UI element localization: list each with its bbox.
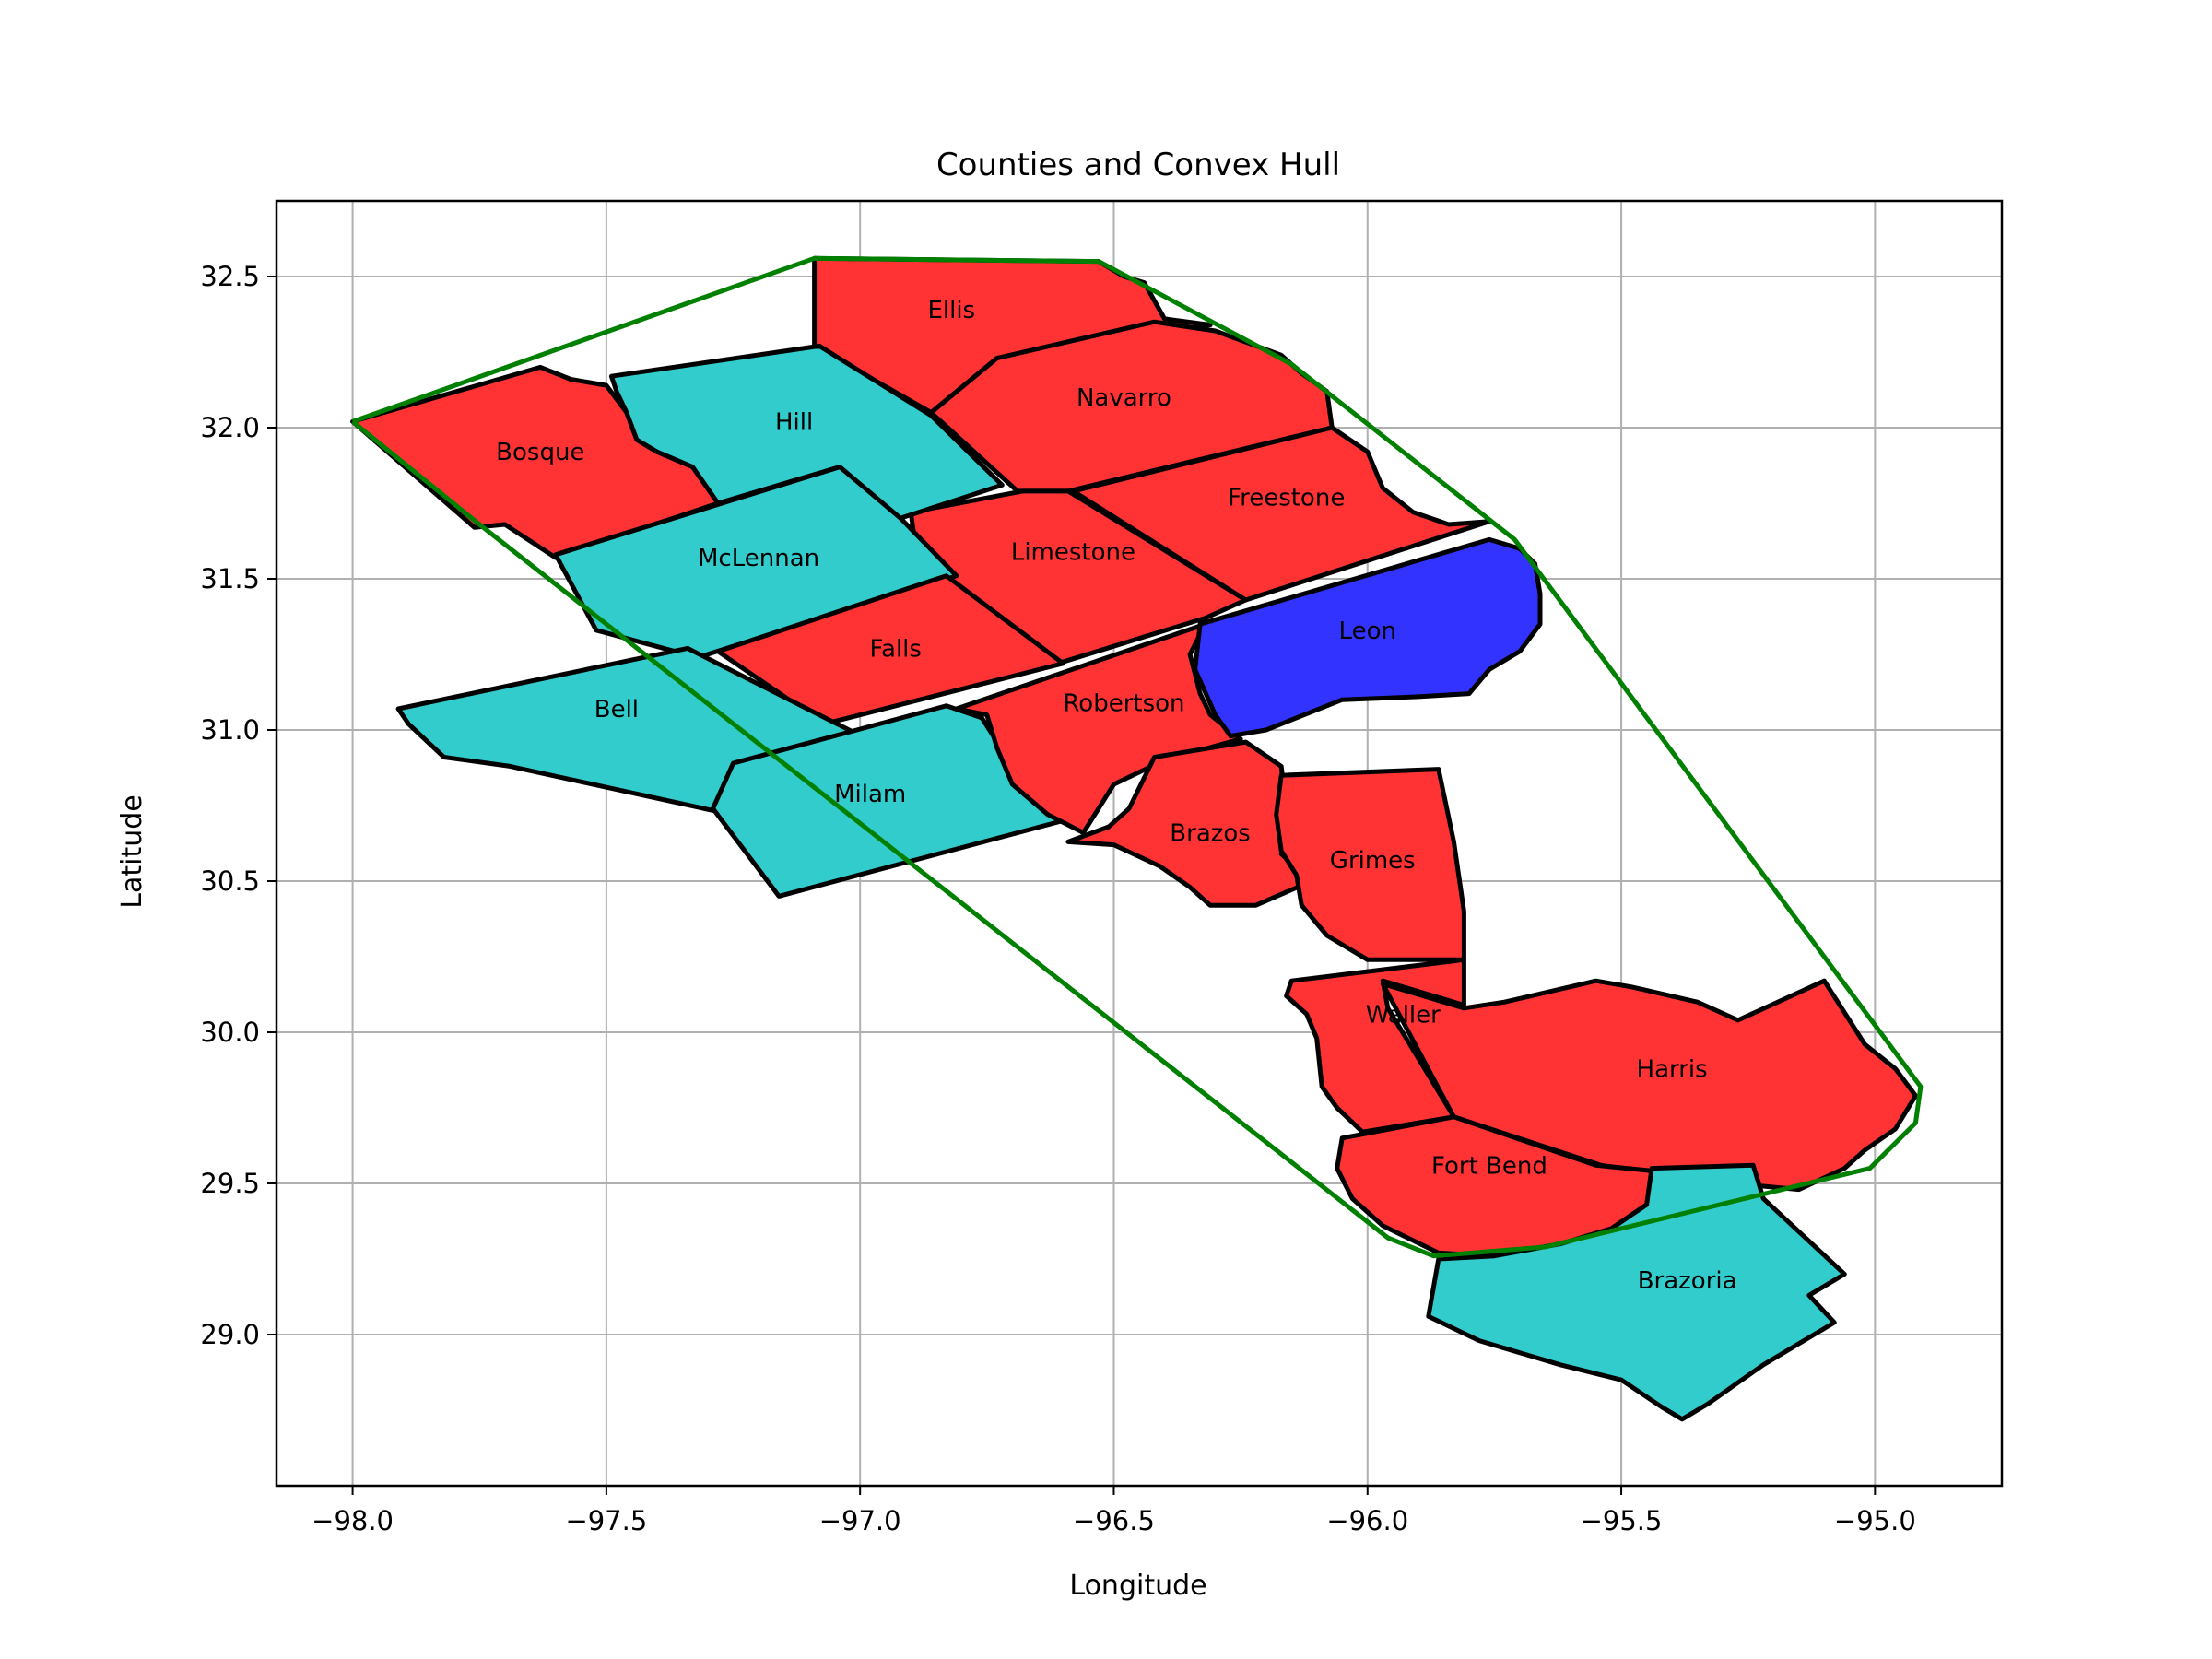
county-labels: Ellis Navarro Freestone Limestone Bosque Hill… bbox=[496, 297, 1736, 1295]
x-tick-label: −96.0 bbox=[1326, 1505, 1408, 1536]
county-freestone bbox=[1070, 425, 1492, 603]
county-label-bosque: Bosque bbox=[496, 439, 584, 466]
county-label-leon: Leon bbox=[1339, 618, 1396, 645]
county-grimes bbox=[1274, 767, 1466, 962]
county-label-harris: Harris bbox=[1637, 1055, 1708, 1083]
convex-hull-layer bbox=[351, 255, 1924, 1259]
county-label-falls: Falls bbox=[869, 635, 922, 663]
x-tick-label: −97.0 bbox=[819, 1505, 901, 1536]
county-label-ellis: Ellis bbox=[927, 297, 975, 324]
county-label-milam: Milam bbox=[834, 781, 906, 808]
x-tick-label: −98.0 bbox=[312, 1505, 394, 1536]
x-tick-label: −95.5 bbox=[1581, 1505, 1663, 1536]
y-axis-label: Latitude bbox=[116, 794, 148, 908]
x-tick-label: −95.0 bbox=[1834, 1505, 1916, 1536]
y-tick-label: 29.0 bbox=[200, 1319, 260, 1350]
county-label-limestone: Limestone bbox=[1011, 538, 1135, 566]
county-label-mclennan: McLennan bbox=[698, 545, 819, 572]
county-label-brazoria: Brazoria bbox=[1638, 1267, 1737, 1295]
x-tick-label: −97.5 bbox=[565, 1505, 647, 1536]
county-label-fort-bend: Fort Bend bbox=[1431, 1152, 1547, 1180]
county-robertson bbox=[954, 621, 1243, 835]
county-label-robertson: Robertson bbox=[1063, 689, 1184, 717]
y-tick-label: 32.0 bbox=[200, 412, 260, 443]
counties bbox=[350, 255, 1918, 1422]
chart-title: Counties and Convex Hull bbox=[936, 147, 1340, 183]
y-tick-label: 32.5 bbox=[200, 261, 260, 292]
county-label-grimes: Grimes bbox=[1330, 847, 1416, 875]
county-mclennan bbox=[553, 465, 959, 660]
y-tick-label: 30.5 bbox=[200, 865, 260, 897]
county-label-waller: Waller bbox=[1366, 1001, 1441, 1029]
x-tick-label: −96.5 bbox=[1073, 1505, 1155, 1536]
y-tick-label: 31.5 bbox=[200, 563, 260, 594]
y-tick-label: 31.0 bbox=[200, 714, 260, 746]
county-label-freestone: Freestone bbox=[1228, 484, 1345, 512]
axis-ticks: −98.0 −97.5 −97.0 −96.5 −96.0 −95.5 −95.0 29.0 2… bbox=[200, 261, 1915, 1536]
y-tick-label: 30.0 bbox=[200, 1017, 260, 1048]
county-label-bell: Bell bbox=[594, 696, 639, 724]
convex-hull bbox=[351, 255, 1924, 1259]
county-label-brazos: Brazos bbox=[1170, 820, 1251, 848]
county-label-hill: Hill bbox=[775, 408, 813, 436]
x-axis-label: Longitude bbox=[1069, 1570, 1206, 1602]
county-label-navarro: Navarro bbox=[1077, 384, 1171, 412]
y-tick-label: 29.5 bbox=[200, 1168, 260, 1199]
axes-frame bbox=[275, 199, 2004, 1488]
